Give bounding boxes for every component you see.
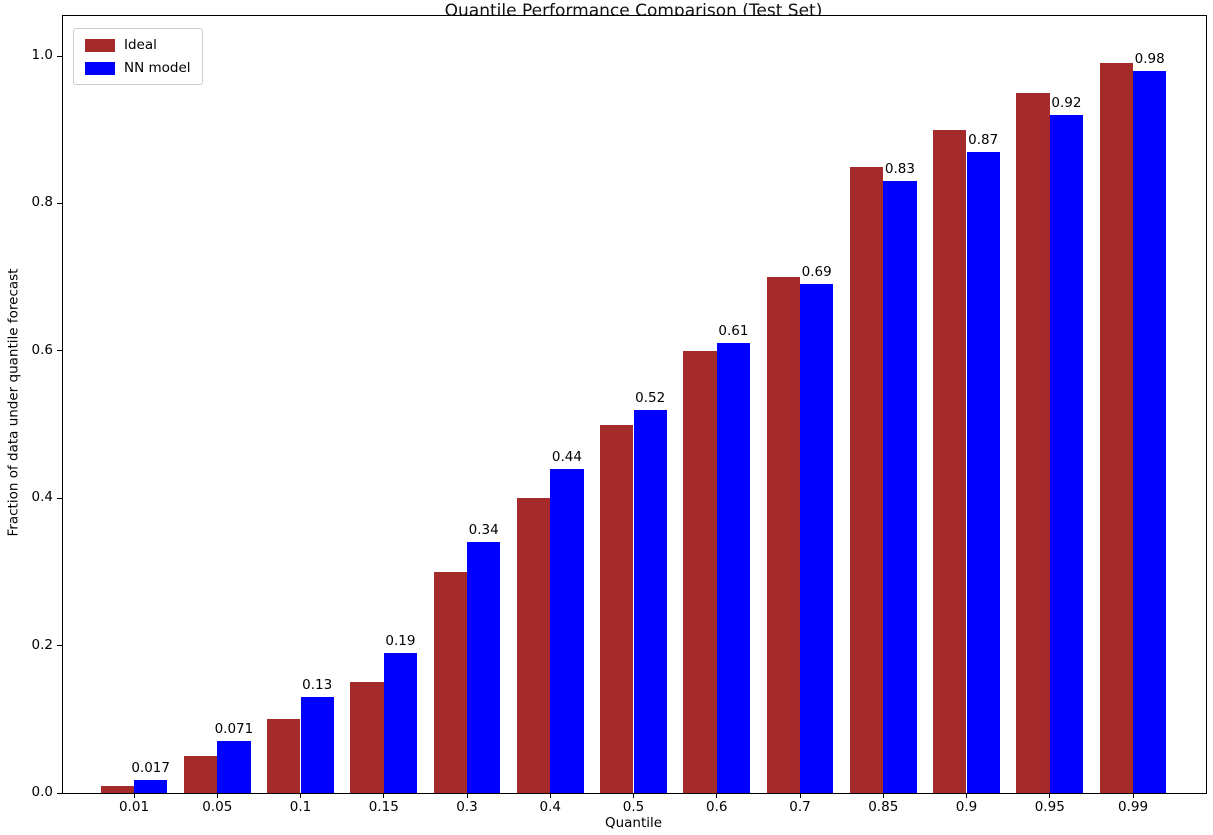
bar-nn-model bbox=[383, 652, 418, 793]
x-tick-label: 0.85 bbox=[868, 799, 899, 815]
bar-value-label: 0.98 bbox=[1134, 50, 1165, 67]
legend-swatch-nn-model bbox=[85, 61, 115, 75]
y-tick-label: 0.4 bbox=[31, 489, 53, 506]
x-tick-mark bbox=[1049, 793, 1051, 798]
x-tick-label: 0.9 bbox=[955, 799, 978, 815]
bar-nn-model bbox=[134, 780, 168, 793]
y-tick-mark bbox=[57, 55, 62, 57]
bar-nn-model bbox=[633, 409, 667, 793]
bar-value-label: 0.13 bbox=[302, 677, 333, 694]
bar-ideal bbox=[1099, 63, 1133, 793]
bar-value-label: 0.34 bbox=[468, 522, 499, 539]
x-axis-label: Quantile bbox=[604, 815, 663, 831]
x-tick-mark bbox=[799, 793, 801, 798]
legend-swatch-ideal bbox=[85, 38, 115, 52]
x-tick-mark bbox=[466, 793, 468, 798]
y-tick-mark bbox=[57, 497, 62, 499]
y-tick-mark bbox=[57, 645, 62, 647]
y-axis-label: Fraction of data under quantile forecast bbox=[5, 268, 22, 537]
bar-nn-model bbox=[716, 343, 751, 793]
bar-ideal bbox=[933, 129, 967, 793]
bar-nn-model bbox=[300, 697, 334, 793]
bar-ideal bbox=[600, 424, 634, 793]
x-tick-label: 0.01 bbox=[118, 799, 150, 815]
bar-value-label: 0.19 bbox=[385, 632, 416, 649]
x-tick-label: 0.4 bbox=[539, 799, 561, 815]
x-tick-mark bbox=[966, 793, 967, 798]
x-tick-label: 0.5 bbox=[622, 799, 645, 815]
bar-nn-model bbox=[966, 151, 1000, 793]
bar-ideal bbox=[267, 719, 301, 793]
bar-value-label: 0.017 bbox=[131, 760, 170, 777]
y-tick-mark bbox=[57, 202, 62, 204]
x-tick-mark bbox=[716, 793, 718, 798]
x-tick-label: 0.95 bbox=[1034, 799, 1065, 815]
x-tick-mark bbox=[549, 793, 551, 798]
bar-nn-model bbox=[800, 284, 834, 793]
bar-ideal bbox=[433, 571, 467, 793]
bar-ideal bbox=[183, 756, 218, 793]
bar-nn-model bbox=[467, 542, 501, 793]
x-tick-label: 0.99 bbox=[1117, 799, 1149, 815]
legend-item: NN model bbox=[85, 60, 191, 76]
bar-value-label: 0.071 bbox=[214, 720, 254, 737]
bar-ideal bbox=[1016, 92, 1050, 793]
x-tick-mark bbox=[633, 793, 634, 798]
bar-ideal bbox=[516, 498, 551, 793]
bar-nn-model bbox=[1133, 70, 1167, 793]
bar-value-label: 0.69 bbox=[801, 264, 832, 281]
bar-nn-model bbox=[883, 181, 917, 793]
x-tick-mark bbox=[1132, 793, 1134, 798]
x-tick-label: 0.1 bbox=[289, 799, 312, 815]
bar-nn-model bbox=[550, 468, 584, 793]
bar-value-label: 0.87 bbox=[968, 131, 999, 148]
legend-label: Ideal bbox=[124, 37, 157, 53]
bar-nn-model bbox=[217, 740, 251, 793]
legend-label: NN model bbox=[124, 60, 191, 76]
bar-value-label: 0.83 bbox=[884, 161, 915, 178]
bar-value-label: 0.44 bbox=[551, 448, 582, 465]
legend: Ideal NN model bbox=[73, 28, 203, 85]
x-tick-mark bbox=[216, 793, 218, 798]
x-tick-mark bbox=[133, 793, 135, 798]
y-tick-label: 1.0 bbox=[31, 47, 53, 63]
bar-ideal bbox=[766, 277, 800, 793]
bar-ideal bbox=[849, 166, 884, 793]
x-tick-label: 0.7 bbox=[789, 799, 811, 815]
bar-ideal bbox=[100, 785, 134, 793]
y-tick-label: 0.0 bbox=[31, 784, 53, 800]
y-tick-mark bbox=[57, 350, 62, 352]
bar-nn-model bbox=[1049, 114, 1084, 793]
bar-value-label: 0.92 bbox=[1051, 94, 1082, 111]
x-tick-label: 0.15 bbox=[368, 799, 399, 815]
bar-value-label: 0.52 bbox=[635, 389, 666, 406]
x-tick-mark bbox=[300, 793, 301, 798]
x-tick-label: 0.6 bbox=[706, 799, 728, 815]
x-tick-label: 0.3 bbox=[456, 799, 478, 815]
y-tick-label: 0.8 bbox=[31, 194, 53, 211]
bar-ideal bbox=[350, 682, 384, 793]
y-tick-label: 0.2 bbox=[31, 636, 53, 653]
x-tick-label: 0.05 bbox=[202, 799, 233, 815]
y-tick-mark bbox=[57, 792, 62, 794]
x-tick-mark bbox=[383, 793, 385, 798]
plot-area: Ideal NN model 0.017 0.01 0.071 0.05 0.13 0.1… bbox=[32, 15, 1207, 815]
x-tick-mark bbox=[882, 793, 884, 798]
bar-value-label: 0.61 bbox=[718, 323, 749, 340]
bar-ideal bbox=[683, 350, 717, 793]
y-tick-label: 0.6 bbox=[31, 341, 53, 358]
legend-item: Ideal bbox=[85, 37, 191, 53]
